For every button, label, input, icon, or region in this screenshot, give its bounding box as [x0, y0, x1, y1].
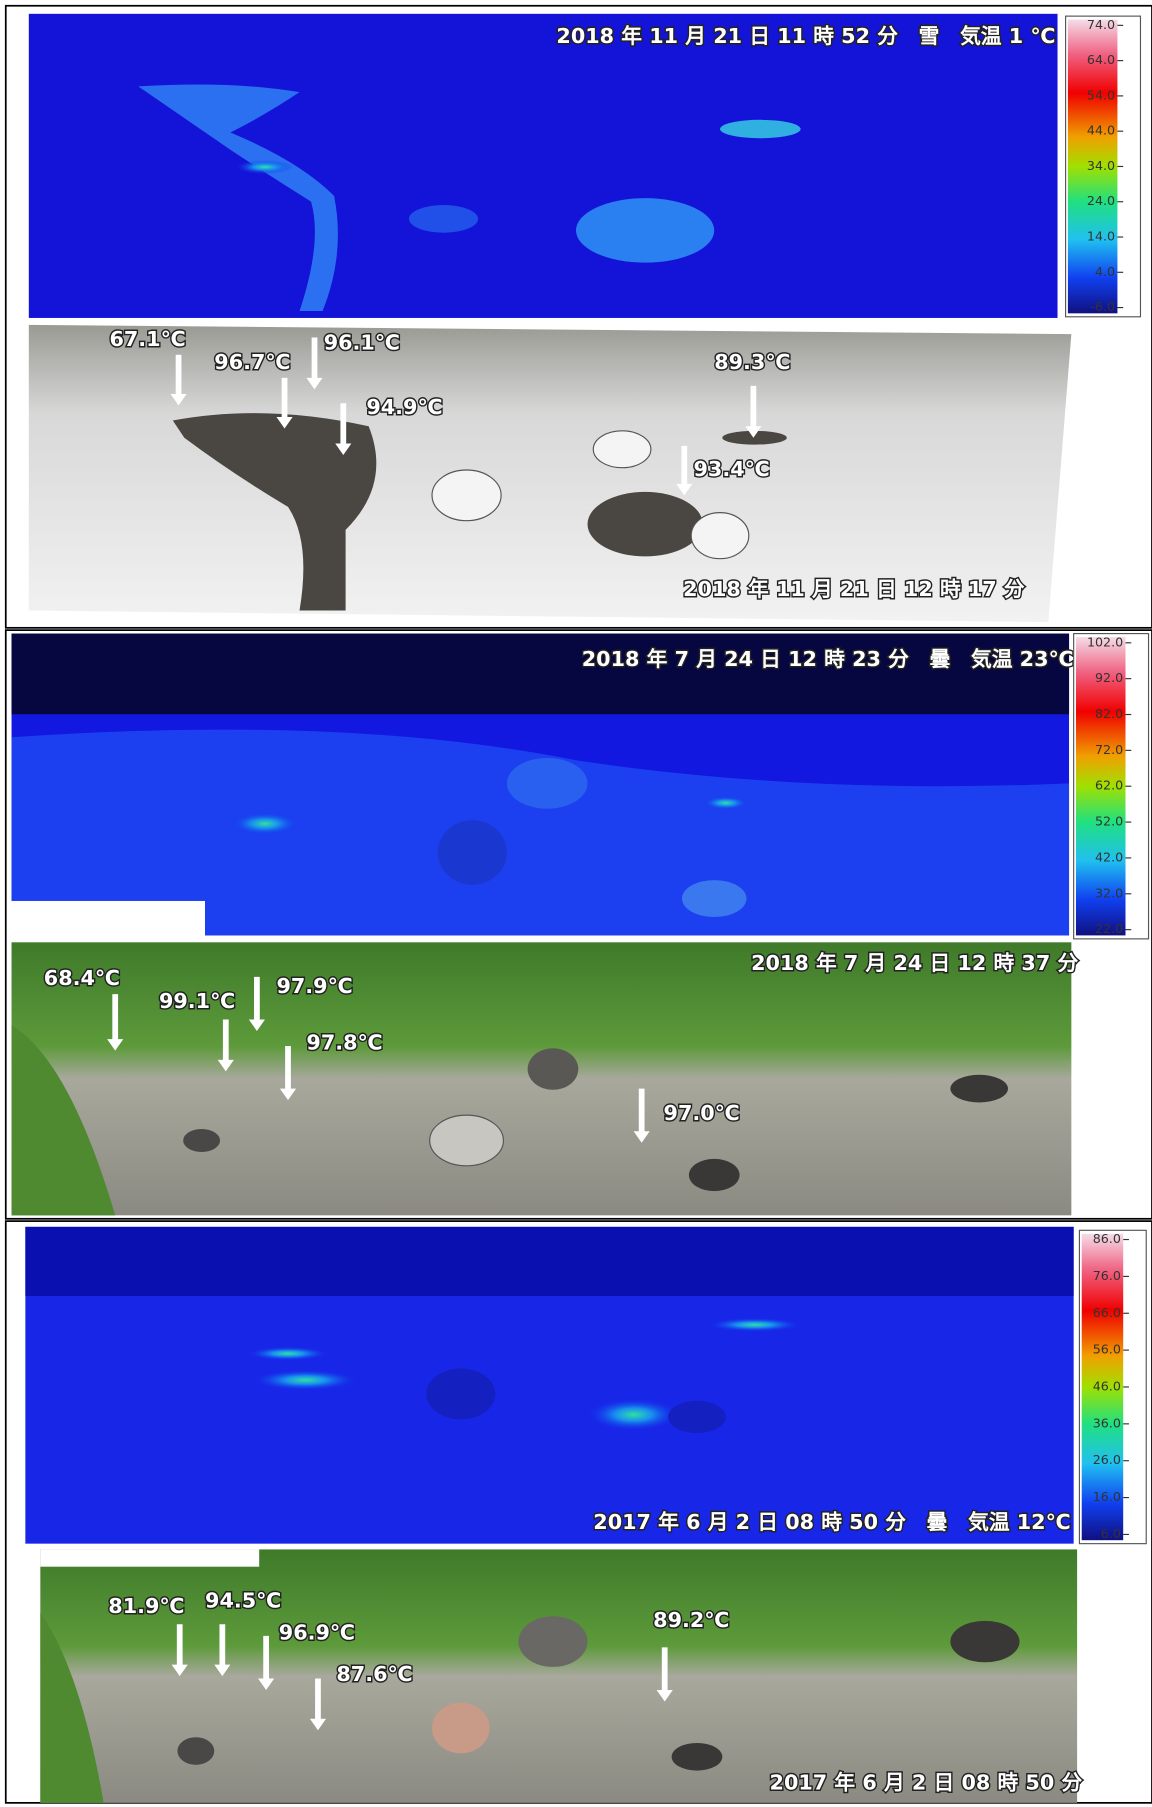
- page: 2018 年 11 月 21 日 11 時 52 分 雪 気温 1 ℃ 2018 …: [0, 0, 1152, 1807]
- colorbar-label: 16.0: [1093, 1489, 1121, 1504]
- colorbar-label: 66.0: [1093, 1305, 1121, 1320]
- temperature-label: 93.4℃: [694, 457, 770, 481]
- colorbar-label: 14.0: [1087, 229, 1115, 244]
- colorbar-label: 102.0: [1087, 634, 1123, 649]
- colorbar-label: 46.0: [1093, 1378, 1121, 1393]
- colorbar-label: 22.0: [1095, 921, 1123, 936]
- colorbar-label: 36.0: [1093, 1415, 1121, 1430]
- colorbar-label: 26.0: [1093, 1452, 1121, 1467]
- photo-caption: 2018 年 11 月 21 日 12 時 17 分: [683, 577, 1025, 601]
- temperature-label: 96.9℃: [279, 1621, 355, 1645]
- temperature-label: 67.1℃: [109, 327, 185, 351]
- temperature-label: 99.1℃: [159, 989, 235, 1013]
- temperature-label: 97.8℃: [306, 1031, 382, 1055]
- photo: [40, 1549, 1077, 1802]
- colorbar-label: 76.0: [1093, 1268, 1121, 1283]
- temperature-label: 87.6℃: [336, 1662, 412, 1686]
- colorbar-label: 56.0: [1093, 1342, 1121, 1357]
- thermal-image: [12, 634, 1070, 936]
- photo-caption: 2017 年 6 月 2 日 08 時 50 分: [770, 1770, 1083, 1794]
- colorbar-label: 52.0: [1095, 814, 1123, 829]
- colorbar-label: -6.0: [1090, 299, 1115, 314]
- colorbar-label: 24.0: [1087, 193, 1115, 208]
- thermal-caption: 2018 年 11 月 21 日 11 時 52 分 雪 気温 1 ℃: [556, 24, 1055, 48]
- temperature-label: 97.0℃: [664, 1101, 740, 1125]
- colorbar-label: 34.0: [1087, 158, 1115, 173]
- colorbar-label: 6.0: [1101, 1526, 1121, 1541]
- colorbar-label: 64.0: [1087, 52, 1115, 67]
- colorbar-label: 42.0: [1095, 849, 1123, 864]
- photo: [12, 942, 1072, 1215]
- figure: 2018 年 11 月 21 日 11 時 52 分 雪 気温 1 ℃ 2018 …: [0, 0, 1152, 1807]
- thermal-caption: 2018 年 7 月 24 日 12 時 23 分 曇 気温 23℃: [582, 647, 1074, 671]
- colorbar-label: 44.0: [1087, 123, 1115, 138]
- photo-caption: 2018 年 7 月 24 日 12 時 37 分: [751, 951, 1078, 975]
- temperature-label: 89.2℃: [653, 1608, 729, 1632]
- temperature-label: 97.9℃: [276, 974, 352, 998]
- colorbar-label: 72.0: [1095, 742, 1123, 757]
- colorbar-label: 54.0: [1087, 87, 1115, 102]
- temperature-label: 81.9℃: [108, 1594, 184, 1618]
- temperature-label: 96.1℃: [324, 330, 400, 354]
- colorbar-label: 4.0: [1095, 264, 1115, 279]
- temperature-label: 68.4℃: [44, 966, 120, 990]
- colorbar-label: 32.0: [1095, 885, 1123, 900]
- temperature-label: 94.9℃: [366, 395, 442, 419]
- colorbar-label: 62.0: [1095, 778, 1123, 793]
- temperature-label: 89.3℃: [714, 350, 790, 374]
- colorbar-label: 92.0: [1095, 670, 1123, 685]
- temperature-label: 96.7℃: [214, 350, 290, 374]
- colorbar-label: 82.0: [1095, 706, 1123, 721]
- colorbar-label: 86.0: [1093, 1231, 1121, 1246]
- thermal-image: [25, 1227, 1073, 1544]
- thermal-image: [29, 14, 1058, 318]
- thermal-caption: 2017 年 6 月 2 日 08 時 50 分 曇 気温 12℃: [593, 1510, 1070, 1534]
- temperature-label: 94.5℃: [205, 1588, 281, 1612]
- colorbar-label: 74.0: [1087, 17, 1115, 32]
